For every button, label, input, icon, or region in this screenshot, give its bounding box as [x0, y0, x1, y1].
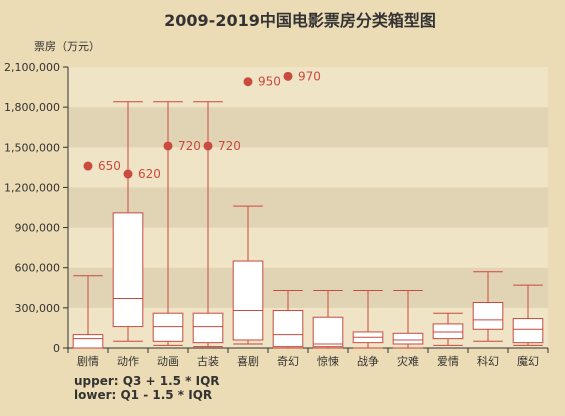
y-tick-label: 1,500,000	[4, 141, 60, 154]
outlier-label: 720	[218, 139, 241, 153]
box-body	[472, 302, 504, 330]
band-5	[68, 107, 548, 148]
y-axis-label: 票房（万元）	[34, 40, 100, 53]
box-5	[272, 289, 304, 349]
x-tick-label: 科幻	[477, 354, 499, 368]
boxes	[72, 101, 544, 349]
box-body	[312, 316, 344, 348]
box-10	[472, 271, 504, 342]
box-6	[312, 289, 344, 349]
box-8	[392, 289, 424, 349]
band-1	[68, 267, 548, 308]
outlier-point	[203, 141, 213, 151]
y-tick-label: 600,000	[15, 262, 61, 275]
outlier-point	[243, 77, 253, 87]
y-tick-label: 1,800,000	[4, 101, 60, 114]
band-2	[68, 227, 548, 268]
x-tick-label: 魔幻	[517, 354, 539, 368]
y-tick-label: 2,100,000	[4, 61, 60, 74]
band-0	[68, 307, 548, 348]
box-body	[512, 318, 544, 344]
box-body	[432, 323, 464, 340]
box-body	[152, 312, 184, 342]
box-body	[232, 260, 264, 341]
outlier-label: 620	[138, 167, 161, 181]
y-tick-label: 900,000	[15, 222, 61, 235]
outlier-label: 650	[98, 159, 121, 173]
box-1	[112, 101, 144, 342]
outlier-label: 950	[258, 75, 281, 89]
x-tick-label: 奇幻	[277, 355, 299, 368]
x-tick-label: 灾难	[397, 354, 419, 368]
background-bands	[68, 67, 548, 348]
x-tick-label: 动画	[157, 355, 179, 368]
x-tick-label: 战争	[357, 354, 379, 368]
y-tick-label: 1,200,000	[4, 181, 60, 194]
y-tick-label: 300,000	[15, 302, 61, 315]
x-axis: 剧情 动作 动画 古装 喜剧 奇幻 惊悚 战争 灾难 爱情 科幻 魔幻	[67, 347, 549, 368]
band-6	[68, 67, 548, 108]
box-2	[152, 101, 184, 346]
outlier-label: 970	[298, 69, 321, 83]
x-tick-label: 爱情	[437, 355, 459, 368]
x-tick-label: 动作	[117, 355, 139, 368]
box-9	[432, 312, 464, 346]
outlier-point	[123, 169, 133, 179]
box-body	[272, 310, 304, 348]
box-body	[192, 312, 224, 344]
outlier-point	[83, 161, 93, 171]
box-7	[352, 289, 384, 349]
y-tick-label: 0	[53, 342, 60, 355]
y-axis-ticks: 0 300,000 600,000 900,000 1,200,000 1,500,000…	[4, 61, 69, 355]
x-tick-label: 剧情	[77, 355, 99, 368]
box-body	[72, 334, 104, 349]
outlier-label: 720	[178, 139, 201, 153]
outlier-point	[283, 71, 293, 81]
x-tick-label: 惊悚	[317, 354, 339, 368]
box-3	[192, 101, 224, 348]
x-tick-label: 喜剧	[237, 355, 259, 368]
outlier-point	[163, 141, 173, 151]
box-11	[512, 284, 544, 346]
x-tick-label: 古装	[197, 355, 219, 368]
band-4	[68, 147, 548, 188]
box-0	[72, 275, 104, 349]
note-upper: upper: Q3 + 1.5 * IQR	[74, 374, 220, 388]
box-4	[232, 205, 264, 345]
box-body	[112, 212, 144, 328]
box-body	[392, 332, 424, 345]
band-3	[68, 187, 548, 228]
chart-title: 2009-2019中国电影票房分类箱型图	[164, 11, 436, 30]
outliers: 650 620 720 720 950 970	[83, 69, 321, 181]
note-lower: lower: Q1 - 1.5 * IQR	[74, 388, 212, 402]
